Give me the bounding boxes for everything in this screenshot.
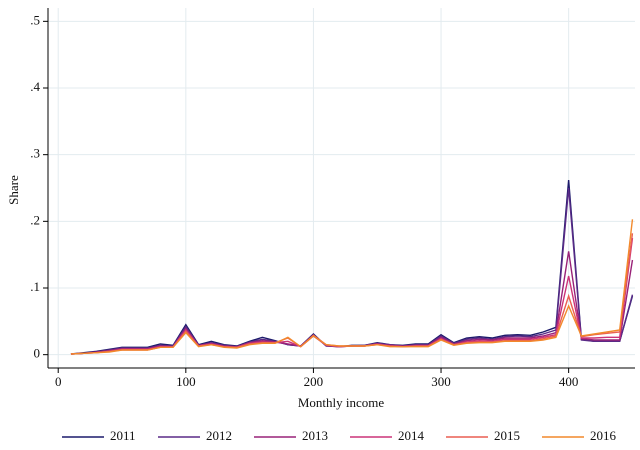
legend-label: 2011: [110, 428, 136, 443]
y-tick-label: .2: [30, 212, 40, 227]
y-tick-label: .3: [30, 146, 40, 161]
x-tick-label: 300: [431, 374, 451, 389]
y-tick-label: .1: [30, 279, 40, 294]
y-tick-label: .4: [30, 79, 40, 94]
y-tick-label: .5: [30, 12, 40, 27]
y-axis-title: Share: [6, 175, 21, 205]
x-tick-label: 200: [304, 374, 324, 389]
legend-label: 2014: [398, 428, 425, 443]
legend-label: 2013: [302, 428, 328, 443]
x-tick-label: 400: [559, 374, 579, 389]
y-tick-label: 0: [34, 346, 41, 361]
legend-label: 2015: [494, 428, 520, 443]
series-line: [70, 219, 634, 355]
legend-label: 2012: [206, 428, 232, 443]
x-tick-label: 0: [55, 374, 62, 389]
x-axis-title: Monthly income: [298, 395, 385, 410]
x-tick-label: 100: [176, 374, 196, 389]
legend-label: 2016: [590, 428, 617, 443]
